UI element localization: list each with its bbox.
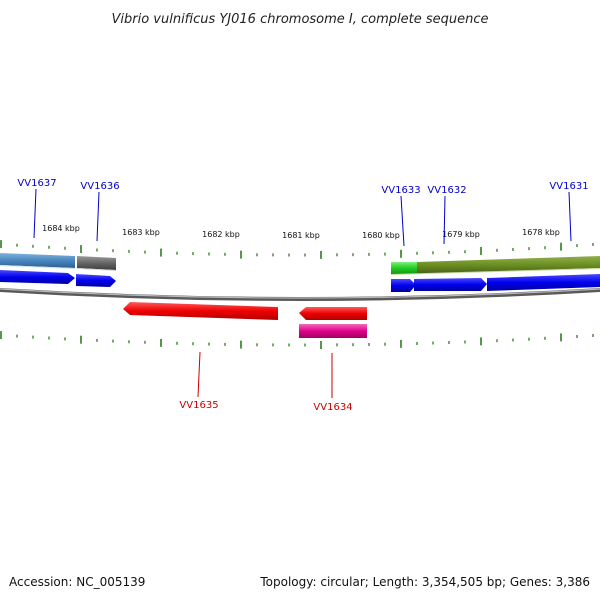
gene-feature-vv1633[interactable] (391, 262, 417, 274)
gene-feature-vv1637-shadow (0, 265, 75, 269)
kbp-label-1682: 1682 kbp (202, 230, 240, 239)
accession-text: Accession: NC_005139 (9, 575, 145, 589)
tick-row-bottom (0, 331, 594, 349)
gene-feature-olive-shadow (391, 268, 600, 275)
kbp-label-1678: 1678 kbp (522, 228, 560, 237)
leader-line-vv1636 (96, 191, 100, 242)
gene-feature-vv1634[interactable] (299, 324, 367, 338)
gene-feature-vv1637[interactable] (0, 253, 75, 268)
gene-label-vv1635[interactable]: VV1635 (179, 400, 218, 411)
chromosome-backbone-highlight (0, 288, 600, 299)
gene-label-vv1637[interactable]: VV1637 (17, 178, 56, 189)
cds-arrow-vv1634[interactable] (299, 307, 367, 320)
gene-feature-vv1636-shadow (77, 268, 116, 271)
gene-label-vv1634[interactable]: VV1634 (313, 402, 352, 413)
chromosome-backbone (0, 288, 600, 301)
kbp-label-1684: 1684 kbp (42, 224, 80, 233)
leader-line-vv1632 (443, 195, 446, 245)
cds-arrow-vv1637[interactable] (0, 270, 75, 284)
kbp-label-1681: 1681 kbp (282, 231, 320, 240)
cds-arrow-vv1633[interactable] (391, 279, 416, 292)
cds-arrow-vv1635[interactable] (123, 302, 278, 320)
gene-label-vv1632[interactable]: VV1632 (427, 185, 466, 196)
gene-label-vv1631[interactable]: VV1631 (549, 181, 588, 192)
leader-line-vv1637 (33, 188, 37, 239)
gene-label-vv1636[interactable]: VV1636 (80, 181, 119, 192)
cds-arrow-vv1631[interactable] (487, 274, 600, 291)
gene-feature-vv1636[interactable] (77, 256, 116, 270)
sequence-summary: Topology: circular; Length: 3,354,505 bp… (259, 575, 590, 589)
tick-row-top (0, 240, 594, 259)
kbp-label-1680: 1680 kbp (362, 231, 400, 240)
cds-arrow-vv1632[interactable] (414, 278, 487, 291)
cds-arrow-vv1636[interactable] (76, 274, 116, 287)
gene-label-vv1633[interactable]: VV1633 (381, 185, 420, 196)
kbp-label-1683: 1683 kbp (122, 228, 160, 237)
kbp-label-1679: 1679 kbp (442, 230, 480, 239)
leader-line-vv1635 (197, 351, 201, 398)
map-title: Vibrio vulnificus YJ016 chromosome I, co… (111, 12, 488, 27)
leader-line-vv1631 (568, 191, 572, 242)
leader-line-vv1633 (400, 195, 405, 247)
